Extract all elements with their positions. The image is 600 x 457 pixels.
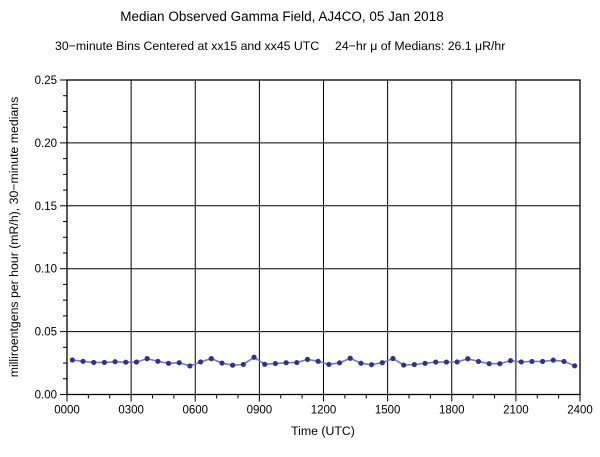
x-axis-label: Time (UTC)	[291, 424, 355, 438]
data-point	[368, 362, 375, 368]
y-tick-label: 0.20	[35, 138, 57, 150]
data-point	[101, 359, 108, 366]
data-point	[454, 359, 460, 365]
data-point	[262, 361, 268, 367]
data-point	[112, 359, 118, 365]
x-tick-label: 2100	[503, 405, 529, 417]
data-point	[219, 360, 225, 366]
data-point	[411, 361, 417, 368]
data-point	[539, 358, 546, 365]
data-point	[529, 358, 535, 365]
data-point	[80, 358, 86, 364]
data-point	[443, 359, 450, 365]
x-tick-label: 2400	[567, 405, 593, 417]
data-point	[294, 359, 300, 366]
y-tick-label: 0.25	[35, 75, 57, 87]
data-point	[401, 362, 407, 368]
data-point	[326, 361, 332, 368]
x-tick-label: 1800	[439, 405, 465, 417]
data-point	[390, 355, 396, 362]
data-point	[572, 363, 578, 369]
data-point	[69, 357, 75, 363]
data-point	[518, 359, 524, 365]
data-point	[486, 361, 492, 367]
data-point	[197, 359, 204, 365]
data-point	[422, 360, 428, 366]
data-point	[208, 356, 214, 362]
x-tick-label: 0300	[118, 405, 144, 417]
chart-subtitle-mean: 24−hr μ of Medians: 26.1 μR/hr	[335, 39, 506, 53]
data-point	[358, 360, 364, 366]
data-point	[187, 363, 193, 369]
data-point	[304, 356, 311, 363]
x-tick-label: 0600	[182, 405, 208, 417]
data-point	[91, 359, 97, 366]
x-tick-label: 0000	[54, 405, 80, 417]
data-point	[230, 362, 236, 368]
data-point	[165, 360, 172, 366]
data-point	[497, 361, 503, 367]
y-tick-label: 0.10	[35, 264, 57, 276]
y-tick-label: 0.05	[35, 327, 57, 339]
chart-subtitle-bins: 30−minute Bins Centered at xx15 and xx45…	[55, 39, 320, 53]
y-tick-label: 0.15	[35, 201, 57, 213]
data-point	[379, 360, 385, 366]
y-tick-label: 0.00	[35, 390, 57, 402]
data-point	[283, 360, 289, 366]
data-point	[240, 361, 246, 368]
data-point	[550, 357, 556, 363]
x-tick-label: 1500	[375, 405, 401, 417]
data-point	[336, 360, 343, 366]
data-point	[507, 358, 514, 364]
x-tick-label: 0900	[247, 405, 273, 417]
data-point	[475, 358, 482, 365]
data-point	[144, 356, 150, 362]
data-point	[272, 360, 279, 367]
data-point	[123, 359, 129, 365]
data-point	[315, 358, 321, 364]
data-point	[133, 359, 140, 365]
data-point	[433, 359, 439, 365]
data-point	[251, 354, 257, 360]
data-point	[561, 358, 567, 365]
data-point	[465, 356, 471, 362]
data-point	[347, 355, 353, 361]
data-point	[155, 358, 161, 364]
x-tick-label: 1200	[311, 405, 337, 417]
chart-title: Median Observed Gamma Field, AJ4CO, 05 J…	[120, 9, 444, 24]
data-point	[176, 360, 182, 366]
